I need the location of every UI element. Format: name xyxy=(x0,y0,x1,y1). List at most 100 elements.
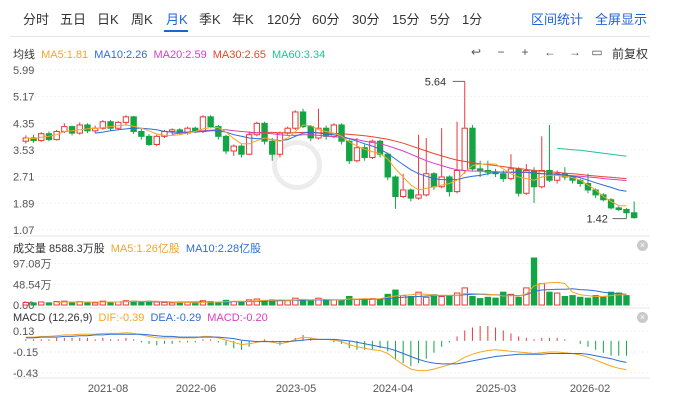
minus-icon[interactable]: − xyxy=(497,45,505,59)
volume-bar xyxy=(91,302,99,306)
watermark-logo-icon xyxy=(272,140,322,190)
candle-body xyxy=(130,116,137,132)
volume-bar xyxy=(292,297,299,306)
range-stats-button[interactable]: 区间统计 xyxy=(531,12,584,27)
volume-bar xyxy=(176,302,184,306)
volume-bar xyxy=(153,301,160,306)
tab-60min[interactable]: 60分 xyxy=(312,12,340,27)
volume-legend-title: 成交量 8588.3万股 xyxy=(13,243,105,255)
min-price-label: 1.42 xyxy=(586,214,607,226)
candle-body xyxy=(469,127,476,170)
tab-monthly-k[interactable]: 月K xyxy=(166,12,188,27)
volume-bar xyxy=(99,300,107,306)
volume-bar xyxy=(561,295,569,306)
ma60-legend: MA60:3.34 xyxy=(272,49,326,61)
back-icon[interactable]: ↩ xyxy=(470,45,482,59)
volume-bar xyxy=(38,301,45,306)
lock-icon[interactable]: ▭ xyxy=(591,45,603,59)
active-tab-indicator xyxy=(164,30,188,32)
tab-15min[interactable]: 15分 xyxy=(392,12,420,27)
candle-body xyxy=(553,173,561,181)
ma10-legend: MA10:2.26 xyxy=(94,49,148,61)
candle-body xyxy=(107,121,114,129)
candle-body xyxy=(168,129,176,132)
volume-bar xyxy=(438,295,445,306)
candle-body xyxy=(430,173,438,188)
candle-body xyxy=(222,135,230,152)
volume-bar xyxy=(30,302,37,306)
volume-bar xyxy=(61,300,68,306)
dea-line xyxy=(25,333,627,365)
volume-bar xyxy=(415,291,422,306)
volume-bar xyxy=(338,299,345,306)
volume-bar xyxy=(500,291,507,306)
right-arrow-icon[interactable]: → xyxy=(569,45,581,59)
candle-body xyxy=(153,135,160,145)
volume-bar xyxy=(353,298,361,306)
candle-body xyxy=(276,132,284,155)
y-tick-label: 1.89 xyxy=(13,198,34,210)
tab-daily-k[interactable]: 日K xyxy=(97,12,119,27)
volume-bar xyxy=(168,302,176,306)
volume-bar xyxy=(284,300,291,306)
volume-close-icon[interactable]: × xyxy=(637,240,648,251)
ma5-line xyxy=(25,124,627,207)
candle-body xyxy=(500,173,507,180)
volume-bar xyxy=(577,296,584,306)
tab-120min[interactable]: 120分 xyxy=(267,12,302,27)
candle-body xyxy=(138,130,145,137)
candle-body xyxy=(369,140,376,158)
fullscreen-button[interactable]: 全屏显示 xyxy=(595,12,648,27)
volume-ma10-legend: MA10:2.28亿股 xyxy=(185,243,262,255)
max-price-label: 5.64 xyxy=(425,76,446,88)
macd-close-icon[interactable]: × xyxy=(637,312,648,323)
volume-bar xyxy=(361,299,368,306)
volume-bar xyxy=(461,287,468,306)
volume-bar xyxy=(569,295,576,306)
candle-body xyxy=(461,127,468,171)
volume-bar xyxy=(307,300,314,306)
tab-5min[interactable]: 5分 xyxy=(430,12,451,27)
volume-bar xyxy=(346,295,353,306)
tab-five-day[interactable]: 五日 xyxy=(60,12,87,27)
volume-bar xyxy=(523,287,530,306)
candle-body xyxy=(538,169,545,188)
candle-body xyxy=(630,212,638,219)
candle-body xyxy=(607,199,615,209)
candle-body xyxy=(615,207,622,211)
candle-body xyxy=(253,122,261,136)
x-tick-label: 2025-03 xyxy=(476,383,516,395)
candle-body xyxy=(269,140,276,155)
candle-body xyxy=(384,153,391,178)
candle-body xyxy=(346,140,353,162)
volume-bar xyxy=(68,301,76,306)
dif-legend: DIF:-0.39 xyxy=(98,312,145,324)
volume-y-tick-label: 97.08万 xyxy=(13,259,52,271)
tab-quarterly-k[interactable]: 季K xyxy=(199,12,221,27)
candle-body xyxy=(415,194,422,199)
tab-intraday[interactable]: 分时 xyxy=(23,12,50,27)
ma60-line xyxy=(557,147,627,157)
volume-bar xyxy=(507,293,515,306)
tab-weekly-k[interactable]: 周K xyxy=(131,12,153,27)
tab-1min[interactable]: 1分 xyxy=(462,12,483,27)
macd-y-tick-label: -0.43 xyxy=(13,368,38,380)
candle-body xyxy=(68,126,76,134)
tab-yearly-k[interactable]: 年K xyxy=(232,12,254,27)
adjust-mode-button[interactable]: 前复权 xyxy=(612,47,649,61)
volume-bar xyxy=(430,294,438,306)
y-tick-label: 5.17 xyxy=(13,92,34,104)
y-tick-label: 5.99 xyxy=(13,65,34,77)
candle-body xyxy=(292,111,299,129)
candle-body xyxy=(399,189,407,198)
ma5-legend: MA5:1.81 xyxy=(41,49,89,61)
macd-value-legend: MACD:-0.20 xyxy=(207,312,268,324)
plus-icon[interactable]: + xyxy=(521,45,529,59)
ma30-line xyxy=(249,131,627,180)
volume-bar xyxy=(492,297,499,306)
left-arrow-icon[interactable]: ← xyxy=(544,45,556,59)
tab-30min[interactable]: 30分 xyxy=(352,12,380,27)
volume-bar xyxy=(453,292,461,306)
candle-body xyxy=(230,145,237,152)
